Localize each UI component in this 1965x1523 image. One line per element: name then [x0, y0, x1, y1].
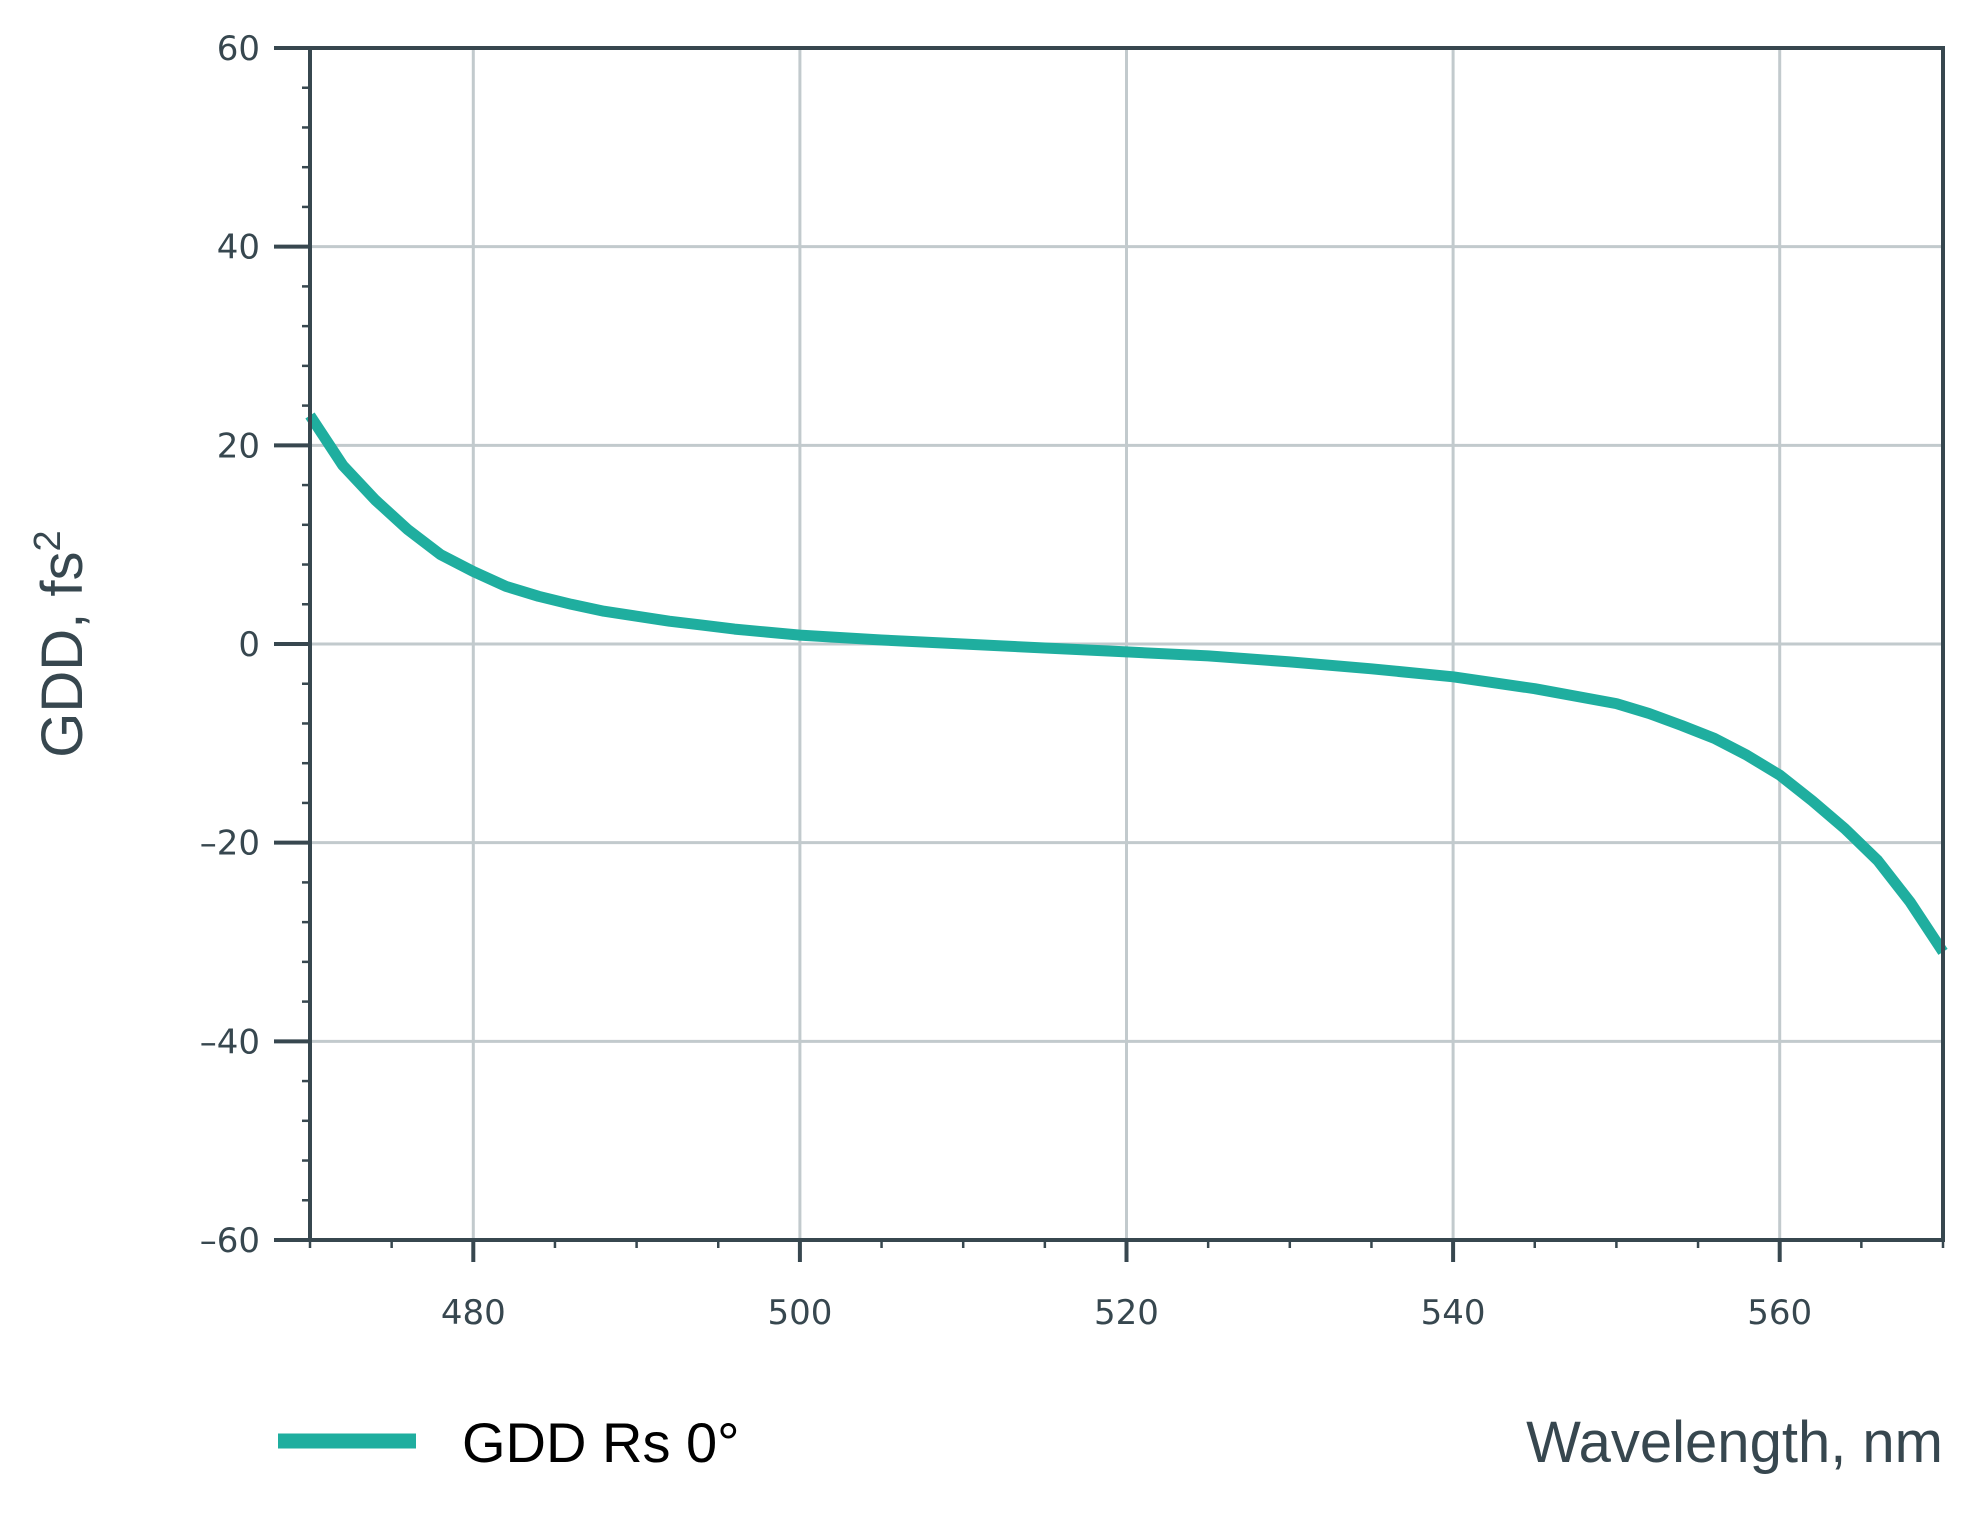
x-tick-label: 540 — [1421, 1293, 1486, 1333]
y-tick-label: –20 — [200, 824, 260, 864]
minor-ticks — [302, 86, 1945, 1248]
series-line-0 — [305, 412, 1948, 955]
grid-lines — [310, 48, 1943, 1240]
x-tick-label: 520 — [1094, 1293, 1159, 1333]
legend-label-gdd-rs: GDD Rs 0° — [462, 1411, 740, 1474]
legend: GDD Rs 0° — [278, 1411, 740, 1474]
y-tick-label: 60 — [217, 29, 260, 69]
tick-labels: 60 40 20 0 –20 –40 –60 480 500 520 540 560 — [200, 29, 1812, 1333]
x-tick-label: 480 — [441, 1293, 506, 1333]
y-tick-label: 40 — [217, 228, 260, 268]
y-tick-label: 20 — [217, 426, 260, 466]
series-layer — [305, 412, 1948, 955]
x-tick-label: 560 — [1747, 1293, 1812, 1333]
plot-frame — [274, 46, 1945, 1262]
y-tick-label: –40 — [200, 1022, 260, 1062]
x-axis-title: Wavelength, nm — [1526, 1410, 1943, 1475]
y-tick-label: –60 — [200, 1221, 260, 1261]
x-tick-label: 500 — [767, 1293, 832, 1333]
y-axis-title: GDD, fs2 — [27, 530, 95, 757]
y-tick-label: 0 — [238, 625, 260, 665]
